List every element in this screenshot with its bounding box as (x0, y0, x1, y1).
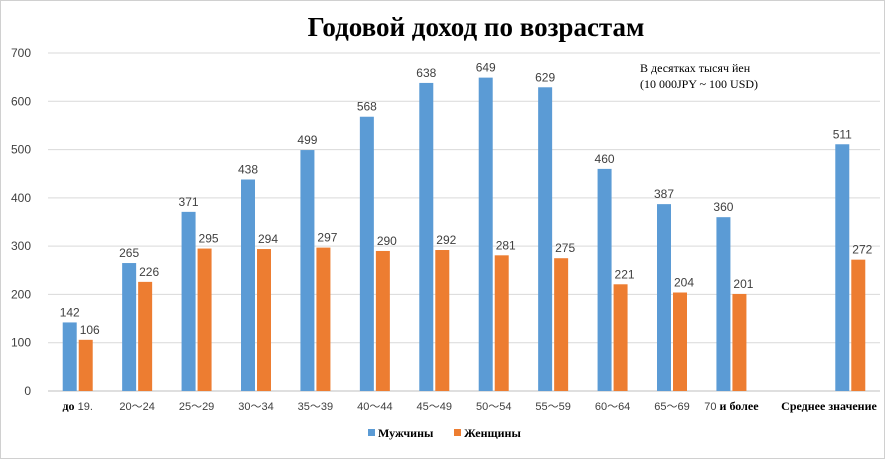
data-label-female: 272 (852, 243, 872, 257)
data-label-male: 142 (60, 305, 80, 319)
x-tick-label: 40～44 (357, 401, 392, 413)
bar-female (138, 281, 153, 391)
bar-female (316, 247, 331, 391)
legend: Мужчины Женщины (368, 426, 521, 440)
data-label-male: 511 (833, 127, 852, 141)
x-axis-ticks: до 19. 20～24 25～29 30～34 35～39 40～44 45～49 50～5… (62, 399, 877, 413)
x-tick-label: 45～49 (417, 401, 452, 413)
y-tick-label: 200 (11, 287, 31, 301)
y-tick-label: 0 (24, 384, 31, 398)
data-label-male: 360 (713, 200, 733, 214)
data-label-male: 460 (595, 152, 615, 166)
bar-female (494, 255, 509, 391)
x-tick-label: 70 и более (704, 399, 759, 413)
legend-label-female: Женщины (464, 426, 521, 440)
x-tick-label: 50～54 (476, 401, 511, 413)
bar-male (62, 322, 77, 391)
bar-female (851, 259, 866, 391)
data-label-male: 387 (654, 187, 674, 201)
data-label-female: 290 (377, 234, 397, 248)
bar-female (197, 248, 212, 391)
x-tick-label: 65～69 (654, 401, 689, 413)
x-tick-label: 20～24 (119, 401, 154, 413)
data-label-female: 221 (615, 267, 635, 281)
unit-note-line-2: (10 000JPY ~ 100 USD) (640, 77, 758, 91)
data-label-female: 106 (80, 323, 100, 337)
bar-female (375, 250, 390, 391)
y-tick-label: 400 (11, 191, 31, 205)
data-label-male: 265 (119, 246, 139, 260)
legend-swatch-female (454, 429, 461, 436)
legend-swatch-male (368, 429, 375, 436)
data-label-female: 292 (436, 233, 456, 247)
bar-male (419, 82, 434, 392)
data-label-female: 201 (733, 277, 753, 291)
bar-male (241, 179, 255, 391)
x-tick-label: 60～64 (595, 401, 630, 413)
legend-label-male: Мужчины (378, 426, 434, 440)
unit-note-line-1: В десятках тысяч йен (640, 61, 751, 75)
data-label-male: 649 (476, 61, 496, 75)
bar-female (554, 258, 569, 391)
data-label-female: 275 (555, 241, 575, 255)
data-label-male: 438 (238, 163, 258, 177)
y-tick-label: 600 (11, 94, 31, 108)
bar-female (257, 249, 271, 391)
data-label-male: 638 (416, 66, 436, 80)
bar-male (538, 87, 553, 391)
bars (62, 77, 866, 392)
data-label-male: 568 (357, 100, 377, 114)
x-tick-label: 55～59 (535, 401, 570, 413)
bar-male (300, 150, 315, 391)
data-label-female: 226 (139, 265, 159, 279)
bar-female (673, 292, 687, 391)
x-tick-label: 35～39 (298, 401, 333, 413)
bar-male (478, 77, 493, 391)
y-tick-label: 300 (11, 239, 31, 253)
bar-male (597, 168, 612, 391)
bar-male (835, 144, 850, 391)
data-label-female: 281 (496, 238, 516, 252)
data-label-male: 371 (179, 195, 199, 209)
data-label-male: 499 (297, 133, 317, 147)
y-tick-label: 500 (11, 143, 31, 157)
x-tick-label: до 19. (62, 399, 92, 413)
x-tick-label: 30～34 (238, 401, 273, 413)
bar-male (122, 263, 137, 391)
bar-female (435, 250, 450, 391)
bar-male (181, 211, 196, 391)
y-tick-label: 100 (11, 336, 31, 350)
bar-male (657, 204, 671, 391)
bar-male (359, 116, 374, 391)
x-tick-label: 25～29 (179, 401, 214, 413)
bar-female (732, 293, 747, 391)
bar-female (613, 284, 628, 391)
bar-male (716, 217, 731, 391)
data-label-female: 295 (199, 232, 219, 246)
x-tick-label: Среднее значение (781, 399, 877, 413)
y-tick-label: 700 (11, 46, 31, 60)
y-axis-ticks: 0 100 200 300 400 500 600 700 (11, 46, 31, 398)
gridlines (48, 52, 880, 392)
bar-female (78, 339, 93, 391)
data-label-female: 297 (317, 231, 337, 245)
chart-title: Годовой доход по возрастам (308, 12, 645, 42)
data-labels: 142 265 371 438 499 568 638 649 629 460 387 360 511 1… (60, 61, 873, 337)
data-label-female: 204 (674, 275, 694, 289)
data-label-female: 294 (258, 232, 278, 246)
data-label-male: 629 (535, 70, 555, 84)
